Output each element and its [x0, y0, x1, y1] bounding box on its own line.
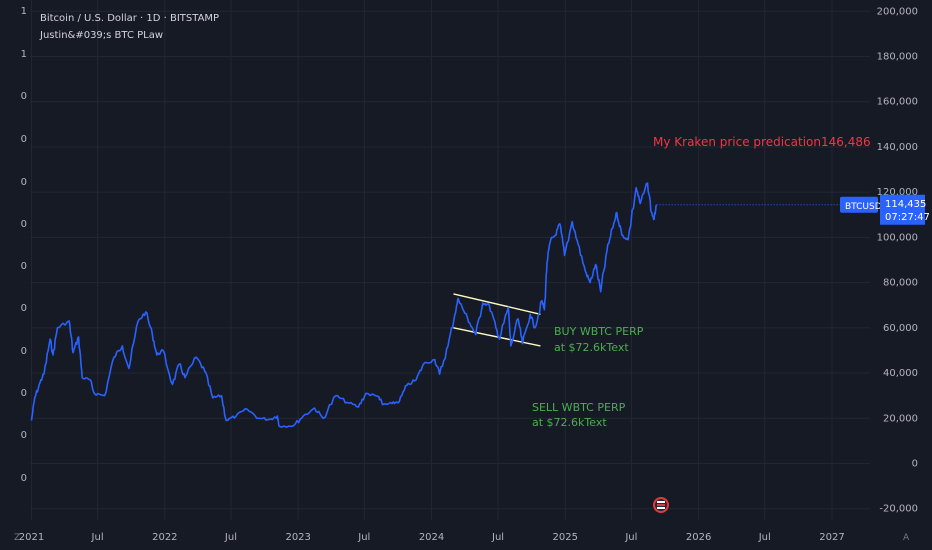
- x-tick-label: Jul: [357, 532, 370, 543]
- y-tick-label: 180,000: [877, 52, 918, 63]
- sell-label-line2: at $72.6kText: [532, 416, 607, 429]
- price-tag[interactable]: BTCUSD 114,435 07:27:47: [840, 194, 930, 225]
- x-tick-label: 2026: [686, 532, 711, 543]
- x-tick-label: 2021: [19, 532, 44, 543]
- left-axis-label: 0: [21, 346, 27, 357]
- x-tick-label: 2023: [285, 532, 310, 543]
- y-tick-label: 40,000: [883, 368, 918, 379]
- y-tick-label: 20,000: [883, 413, 918, 424]
- channel-lines: [453, 293, 541, 347]
- channel-line[interactable]: [453, 293, 541, 315]
- indicator-title[interactable]: Justin&#039;s BTC PLaw: [40, 30, 164, 41]
- price-tag-symbol-bg: [840, 196, 878, 213]
- x-tick-label: Jul: [624, 532, 637, 543]
- x-tick-label: Jul: [491, 532, 504, 543]
- x-tick-label: 2022: [152, 532, 177, 543]
- price-tag-symbol: BTCUSD: [845, 202, 882, 212]
- left-axis-label: 0: [21, 177, 27, 188]
- y-tick-label: 0: [912, 458, 918, 469]
- axis-ticks: 200,000180,000160,000140,000120,000100,0…: [19, 6, 918, 543]
- left-axis-label: 0: [21, 91, 27, 102]
- left-axis-label: 0: [21, 303, 27, 314]
- y-tick-label: -20,000: [879, 504, 918, 515]
- sell-label-line1: SELL WBTC PERP: [532, 401, 626, 414]
- left-axis-label: 0: [21, 219, 27, 230]
- left-axis-label: 0: [21, 430, 27, 441]
- left-axis-label: 1: [21, 6, 27, 17]
- left-axis-label: 0: [21, 261, 27, 272]
- corner-label-right[interactable]: A: [903, 533, 910, 543]
- chart-legend: Bitcoin / U.S. Dollar · 1D · BITSTAMP Ju…: [40, 10, 219, 44]
- left-axis-label: 1: [21, 49, 27, 60]
- kraken-prediction-label: My Kraken price predication146,486: [653, 135, 871, 149]
- channel-line[interactable]: [453, 327, 541, 347]
- y-tick-label: 80,000: [883, 278, 918, 289]
- price-series-line: [30, 182, 658, 428]
- x-tick-label: Jul: [758, 532, 771, 543]
- left-axis-label: 0: [21, 134, 27, 145]
- x-tick-label: Jul: [91, 532, 104, 543]
- y-tick-label: 120,000: [877, 187, 918, 198]
- x-tick-label: Jul: [224, 532, 237, 543]
- left-axis-label: 0: [21, 473, 27, 484]
- price-tag-countdown: 07:27:47: [885, 212, 930, 223]
- x-tick-label: 2027: [819, 532, 844, 543]
- y-tick-label: 160,000: [877, 97, 918, 108]
- y-tick-label: 100,000: [877, 232, 918, 243]
- price-tag-price: 114,435: [885, 199, 926, 210]
- symbol-title[interactable]: Bitcoin / U.S. Dollar · 1D · BITSTAMP: [40, 13, 220, 24]
- corner-label-left[interactable]: Z: [14, 533, 20, 543]
- grid: [30, 0, 870, 520]
- y-tick-label: 140,000: [877, 142, 918, 153]
- buy-label-line2: at $72.6kText: [554, 341, 629, 354]
- buy-label-line1: BUY WBTC PERP: [554, 325, 644, 338]
- y-tick-label: 200,000: [877, 6, 918, 17]
- y-tick-label: 60,000: [883, 323, 918, 334]
- us-flag-icon[interactable]: [653, 497, 669, 513]
- left-axis-label: 0: [21, 388, 27, 399]
- price-tag-price-bg: [880, 194, 925, 225]
- x-tick-label: 2024: [419, 532, 444, 543]
- x-tick-label: 2025: [553, 532, 578, 543]
